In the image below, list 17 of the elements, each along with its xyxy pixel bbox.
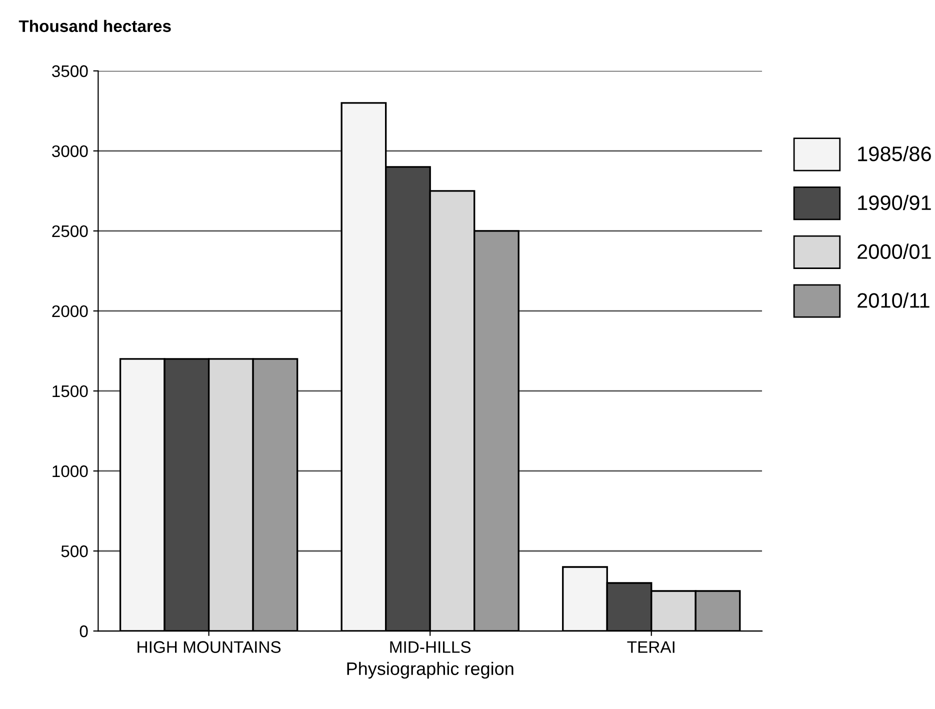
y-tick-label: 1000 <box>52 465 88 478</box>
legend-label: 1985/86 <box>858 146 931 162</box>
x-tick-label: HIGH MOUNTAINS <box>138 641 281 653</box>
y-tick-label: 2500 <box>52 225 88 238</box>
legend-label: 1990/91 <box>858 194 931 210</box>
legend-label: 2000/01 <box>858 244 931 259</box>
y-tick-label: 0 <box>80 625 88 638</box>
y-tick-label: 2000 <box>52 305 88 318</box>
legend-label: 2010/11 <box>858 292 930 308</box>
x-tick-label: TERAI <box>627 641 674 653</box>
x-axis-title: Physiographic region <box>347 662 514 679</box>
y-tick-label: 3500 <box>52 65 88 78</box>
y-axis-title: Thousand hectares <box>18 20 171 32</box>
x-tick-label: MID-HILLS <box>390 641 471 653</box>
y-tick-label: 500 <box>61 545 88 558</box>
y-tick-label: 3000 <box>52 145 88 158</box>
y-tick-label: 1500 <box>52 385 88 398</box>
